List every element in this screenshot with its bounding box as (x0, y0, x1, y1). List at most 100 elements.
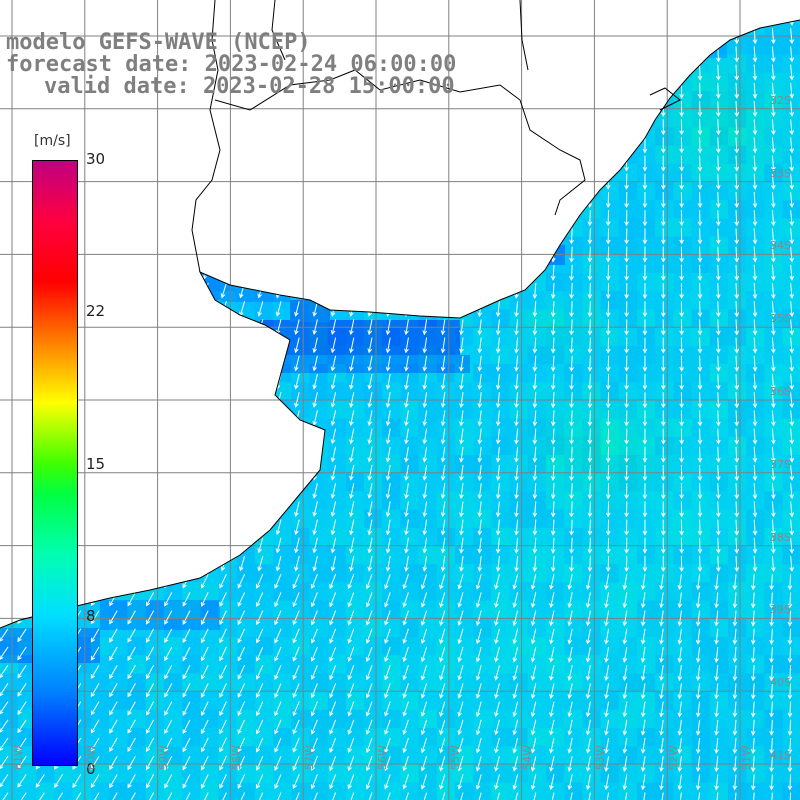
wind-arrow (330, 228, 337, 245)
speed-cell (691, 182, 711, 201)
speed-cell (637, 20, 656, 37)
speed-cell (273, 782, 292, 800)
wind-arrow (642, 46, 648, 63)
wind-arrow (385, 264, 391, 281)
speed-cell (637, 218, 656, 238)
speed-cell (218, 309, 238, 329)
speed-cell (127, 145, 147, 165)
speed-cell (491, 509, 511, 529)
speed-cell (673, 218, 693, 238)
wind-arrow (642, 264, 648, 281)
speed-cell (400, 273, 420, 292)
wind-arrow (495, 319, 501, 336)
speed-cell (200, 709, 219, 729)
wind-arrow (587, 246, 593, 263)
speed-cell (236, 764, 256, 784)
speed-cell (291, 382, 310, 401)
speed-cell (200, 673, 219, 693)
wind-arrow (90, 737, 100, 752)
wind-arrow (147, 301, 155, 317)
wind-arrow (404, 464, 409, 481)
wind-arrow (770, 537, 776, 554)
wind-arrow (550, 319, 556, 336)
wind-arrow (292, 701, 300, 717)
wind-arrow (475, 737, 482, 754)
wind-arrow (129, 355, 136, 371)
speed-cell (764, 655, 784, 674)
speed-cell (618, 291, 638, 310)
speed-cell (728, 254, 747, 274)
wind-arrow (514, 410, 519, 427)
wind-arrow (752, 519, 758, 536)
speed-cell (764, 327, 784, 347)
speed-cell (582, 254, 602, 274)
wind-arrow (292, 646, 300, 662)
speed-cell (309, 673, 329, 693)
speed-cell (527, 473, 547, 492)
wind-arrow (294, 355, 300, 372)
speed-cell (546, 436, 565, 456)
speed-cell (564, 254, 583, 274)
wind-arrow (659, 683, 664, 700)
speed-cell (491, 273, 511, 292)
speed-cell (436, 273, 456, 292)
speed-cell (582, 491, 602, 511)
speed-cell (691, 200, 711, 219)
speed-cell (236, 218, 256, 238)
speed-cell (327, 254, 347, 274)
wind-arrow (678, 792, 682, 800)
speed-cell (218, 655, 238, 674)
wind-arrow (404, 210, 409, 227)
wind-arrow (697, 446, 703, 463)
speed-cell (691, 564, 711, 583)
speed-cell (309, 691, 329, 711)
wind-arrow (769, 610, 774, 627)
speed-cell (254, 327, 274, 347)
wind-arrow (422, 264, 428, 281)
wind-arrow (202, 210, 209, 226)
speed-cell (709, 691, 729, 711)
wind-arrow (642, 446, 648, 463)
speed-cell (309, 0, 328, 19)
speed-cell (782, 364, 800, 383)
speed-cell (345, 546, 365, 565)
wind-arrow (310, 719, 318, 735)
speed-cell (163, 764, 183, 784)
wind-arrow (787, 719, 793, 736)
speed-cell (546, 309, 565, 329)
wind-arrow (294, 428, 300, 445)
speed-cell (673, 109, 693, 128)
wind-arrow (769, 592, 774, 609)
speed-cell (491, 91, 511, 110)
lon-label: 58W (230, 745, 243, 770)
speed-cell (309, 473, 329, 492)
speed-cell (0, 127, 19, 147)
speed-cell (127, 564, 147, 583)
wind-arrow (770, 210, 776, 227)
wind-arrow (329, 756, 337, 772)
speed-cell (546, 218, 565, 238)
wind-arrow (129, 337, 136, 353)
speed-cell (382, 473, 401, 492)
wind-arrow (219, 664, 227, 680)
speed-cell (709, 145, 729, 165)
wind-arrow (239, 373, 246, 390)
wind-arrow (219, 683, 227, 698)
wind-arrow (569, 537, 574, 554)
wind-arrow (750, 628, 756, 645)
speed-cell (236, 673, 256, 693)
wind-arrow (715, 210, 721, 227)
wind-arrow (512, 756, 519, 772)
speed-cell (273, 473, 292, 492)
speed-cell (127, 618, 147, 638)
wind-arrow (514, 264, 519, 281)
wind-arrow (367, 119, 373, 135)
speed-cell (709, 491, 729, 511)
speed-cell (273, 200, 292, 219)
speed-cell (618, 691, 638, 711)
speed-cell (91, 746, 110, 765)
wind-arrow (367, 392, 373, 408)
speed-cell (436, 291, 456, 310)
wind-arrow (422, 519, 428, 536)
speed-cell (327, 728, 347, 747)
